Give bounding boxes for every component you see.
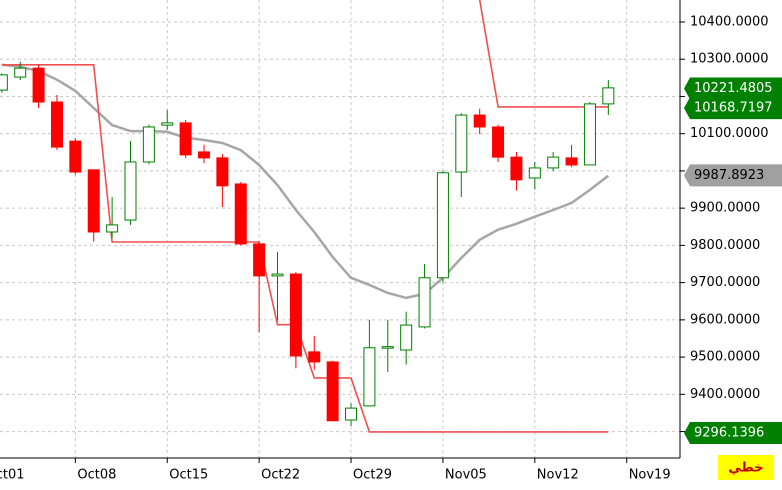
candle-body [69,140,82,173]
candle-body [161,122,174,126]
indicator-line [1,63,610,300]
candle-body [234,183,247,245]
candle-body [198,151,210,159]
price-label-box [684,164,782,187]
candle-body [473,114,486,128]
candle-body [528,167,541,179]
candle-body [32,67,45,103]
x-tick-label: Oct01 [0,468,24,483]
y-tick-label: 10400.0000 [690,14,769,29]
candle-body [0,74,8,91]
candle-body [142,126,155,163]
candle-body [565,157,578,166]
mode-box [718,455,774,480]
candle-body [381,346,394,349]
price-label: 10168.7197 [694,101,773,116]
y-tick-label: 9700.0000 [690,275,760,290]
candle-body [308,351,321,363]
mode-label: خطي [728,461,763,476]
candle-body [326,361,339,422]
price-label-box [684,422,782,445]
price-label: 9296.1396 [694,426,764,441]
x-tick-label: Nov12 [537,468,579,483]
candle-body [363,347,376,407]
candle-body [50,101,63,148]
candle-body [289,273,302,357]
y-tick-label: 10100.0000 [690,126,769,141]
y-tick-label: 9400.0000 [690,387,760,402]
y-tick-label: 9600.0000 [690,312,760,327]
candle-body [179,122,192,156]
candle-body [345,407,358,421]
candle-body [602,87,615,105]
y-tick-label: 9900.0000 [690,201,760,216]
price-label: 10221.4805 [694,81,773,96]
candle-body [14,67,27,78]
candle-body [253,243,266,277]
x-tick-label: Oct15 [169,468,208,483]
candle-body [87,169,100,233]
candle-body [106,224,119,233]
indicator-line [1,64,609,433]
price-label: 9987.8923 [694,168,764,183]
y-tick-label: 9800.0000 [690,238,760,253]
x-tick-label: Oct29 [353,468,392,483]
candle-body [271,273,284,277]
candle-body [400,324,413,351]
candle-body [492,126,505,158]
price-label-box [684,97,782,120]
candle-body [124,161,137,221]
candle-body [547,156,560,169]
candle-body [583,103,596,166]
candle-body [418,277,431,328]
candle-body [436,172,449,279]
candle-body [455,114,468,173]
price-label-box [684,77,782,100]
y-tick-label: 9500.0000 [690,350,760,365]
candle-body [510,156,523,181]
x-tick-label: Oct08 [77,468,116,483]
x-tick-label: Nov05 [445,468,487,483]
plot-area [0,0,680,458]
y-tick-label: 10300.0000 [690,52,769,67]
x-tick-label: Nov19 [629,468,671,483]
x-tick-label: Oct22 [261,468,300,483]
candle-body [216,157,229,187]
